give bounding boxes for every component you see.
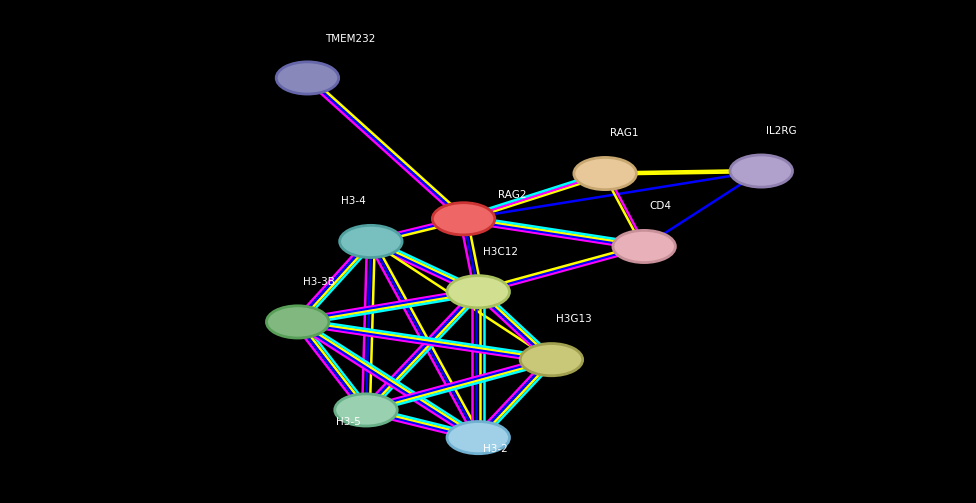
Text: H3G13: H3G13 (556, 314, 592, 324)
Circle shape (613, 230, 675, 263)
Circle shape (447, 422, 509, 454)
Circle shape (447, 276, 509, 308)
Circle shape (520, 344, 583, 376)
Text: IL2RG: IL2RG (766, 126, 796, 136)
Circle shape (432, 203, 495, 235)
Text: TMEM232: TMEM232 (325, 34, 376, 44)
Circle shape (335, 394, 397, 426)
Text: H3-5: H3-5 (337, 416, 361, 427)
Text: H3C12: H3C12 (483, 246, 518, 257)
Circle shape (340, 225, 402, 258)
Text: H3-3B: H3-3B (303, 277, 335, 287)
Circle shape (574, 157, 636, 190)
Text: RAG2: RAG2 (498, 190, 526, 200)
Text: H3-4: H3-4 (342, 196, 366, 206)
Text: RAG1: RAG1 (610, 128, 638, 138)
Text: CD4: CD4 (649, 201, 671, 211)
Circle shape (266, 306, 329, 338)
Circle shape (730, 155, 793, 187)
Circle shape (276, 62, 339, 94)
Text: H3-2: H3-2 (483, 444, 508, 454)
